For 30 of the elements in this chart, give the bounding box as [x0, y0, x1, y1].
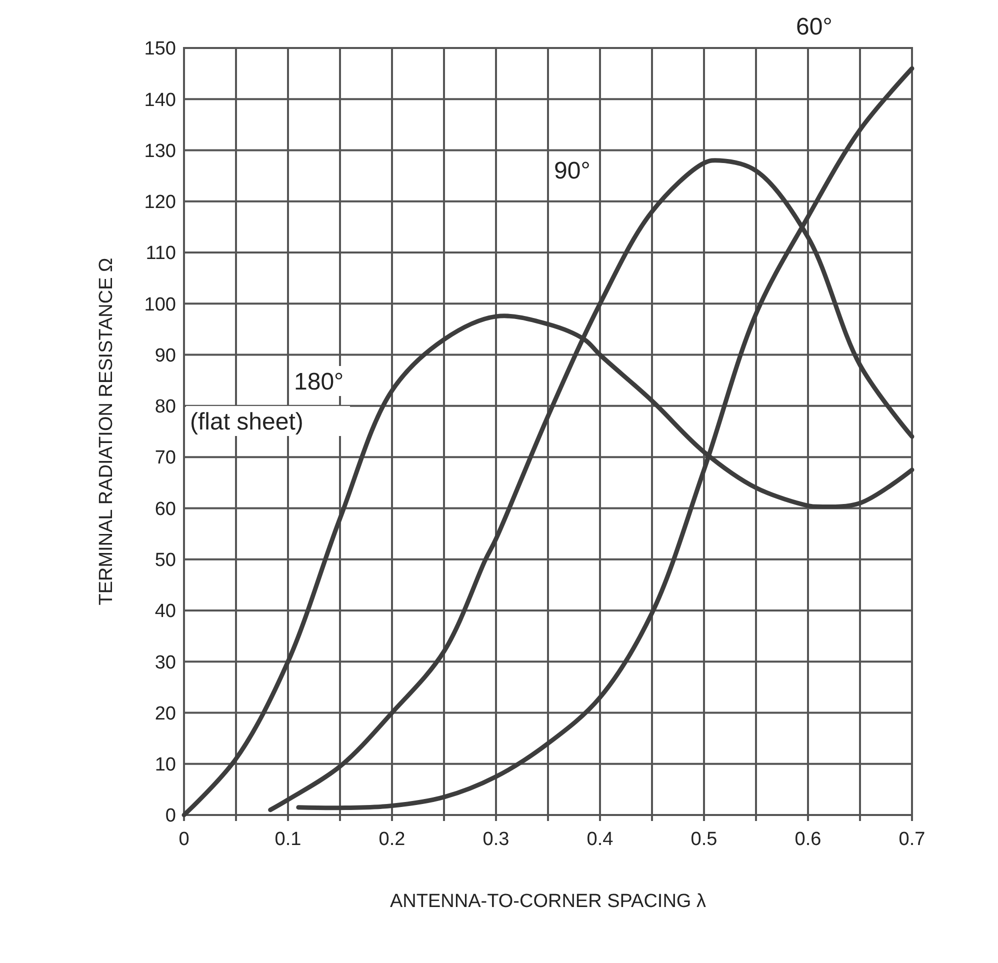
y-tick-label: 100 [144, 294, 176, 316]
x-tick-label: 0 [178, 829, 190, 850]
y-tick-label: 0 [165, 806, 176, 827]
y-tick-label: 150 [144, 38, 176, 60]
annotation: 90° [554, 157, 590, 184]
x-tick-label: 0.5 [690, 829, 718, 850]
annotation: 180° [294, 368, 344, 396]
y-tick-label: 120 [144, 192, 176, 214]
y-tick-label: 50 [154, 550, 176, 571]
y-tick-label: 70 [154, 448, 176, 469]
y-axis-title: TERMINAL RADIATION RESISTANCE Ω [96, 258, 117, 606]
y-tick-label: 60 [154, 498, 176, 520]
x-tick-label: 0.6 [794, 829, 822, 850]
x-tick-label: 0.1 [274, 829, 302, 850]
y-tick-label: 140 [144, 90, 176, 111]
x-tick-label: 0.3 [482, 829, 510, 850]
y-tick-label: 80 [154, 396, 176, 418]
x-tick-label: 0.7 [898, 829, 926, 850]
x-axis-title: ANTENNA-TO-CORNER SPACING λ [390, 891, 706, 912]
y-tick-label: 40 [154, 601, 176, 622]
x-tick-label: 0.2 [378, 829, 406, 850]
x-tick-label: 0.4 [586, 829, 614, 850]
y-tick-label: 110 [146, 243, 176, 264]
y-tick-label: 130 [144, 140, 176, 162]
text: 60° [796, 13, 832, 40]
y-tick-label: 30 [154, 652, 176, 674]
y-tick-label: 20 [154, 703, 176, 724]
y-tick-label: 10 [154, 754, 176, 776]
y-tick-label: 90 [154, 345, 176, 366]
annotation: (flat sheet) [190, 408, 304, 436]
